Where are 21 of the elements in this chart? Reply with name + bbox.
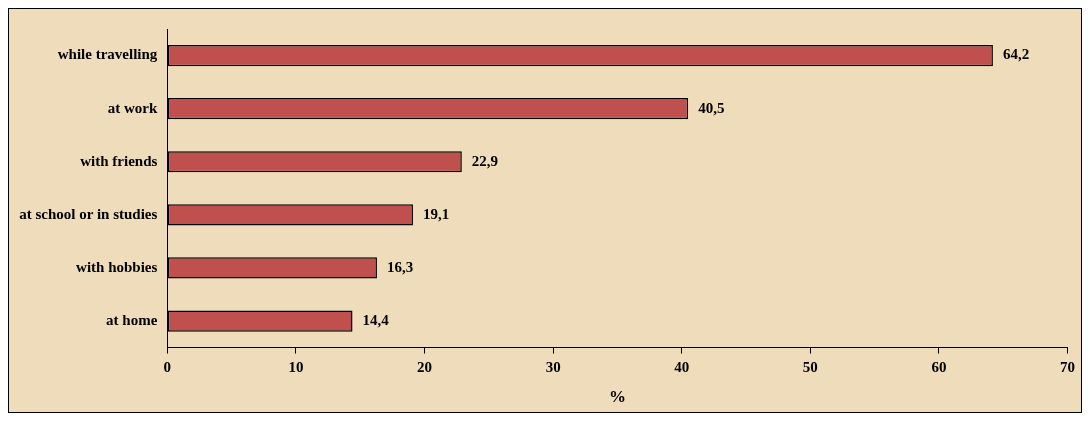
- data-label: 40,5: [698, 99, 725, 116]
- x-axis-title: %: [608, 387, 626, 407]
- y-tick-label: at home: [106, 311, 158, 328]
- y-tick-label: while travelling: [57, 46, 158, 63]
- data-label: 64,2: [1002, 46, 1030, 63]
- x-tick-label: 60: [931, 359, 947, 376]
- data-label: 19,1: [422, 205, 450, 222]
- x-tick-label: 30: [545, 359, 561, 376]
- x-tick-label: 50: [802, 359, 818, 376]
- y-tick-label: with hobbies: [76, 258, 158, 275]
- x-tick-label: 10: [288, 359, 304, 376]
- x-tick-label: 40: [674, 359, 690, 376]
- data-label: 14,4: [362, 311, 390, 328]
- y-tick-label: with friends: [80, 152, 158, 169]
- x-tick-label: 0: [163, 359, 172, 376]
- data-label: 16,3: [386, 258, 414, 275]
- x-tick-label: 20: [417, 359, 433, 376]
- data-label: 22,9: [471, 152, 499, 169]
- y-tick-label: at school or in studies: [19, 205, 158, 222]
- x-tick-label: 70: [1060, 359, 1075, 376]
- y-tick-label: at work: [107, 99, 158, 116]
